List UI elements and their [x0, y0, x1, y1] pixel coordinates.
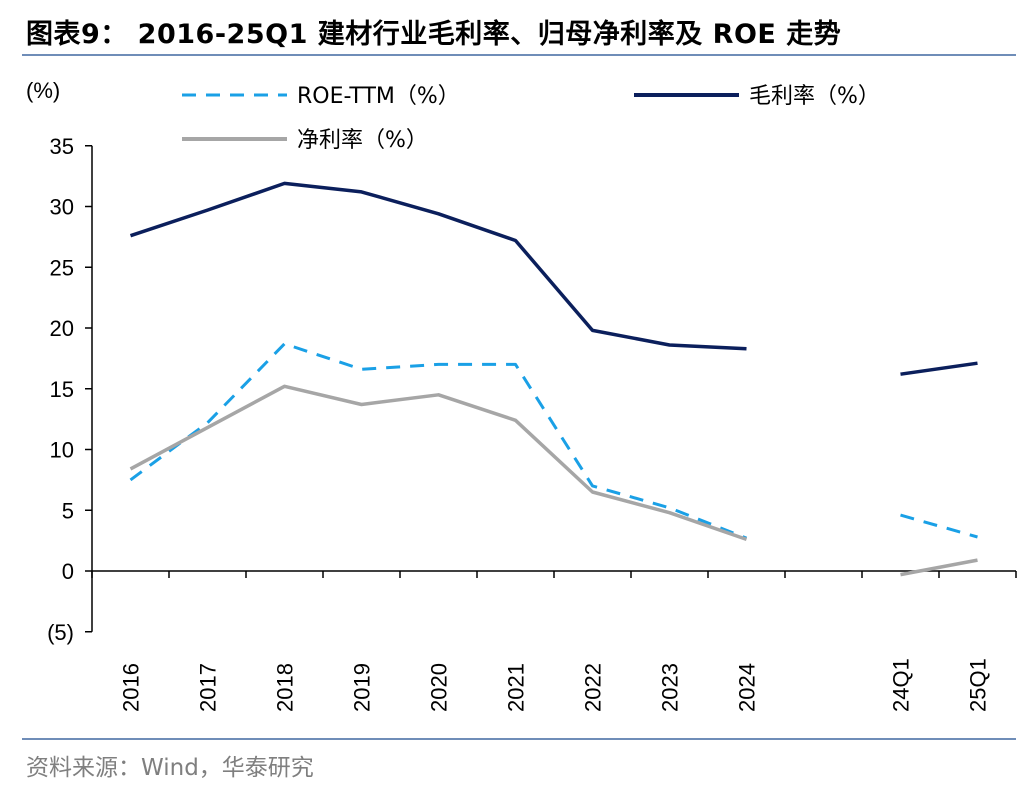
- title-divider: [22, 54, 1016, 56]
- x-tick-label: 2024: [735, 663, 760, 712]
- series-line-2: [900, 558, 978, 577]
- y-tick-label: 0: [62, 559, 74, 584]
- y-tick-label: 20: [50, 316, 74, 341]
- axes: (5) 0 5 10 15 20 25 30 35 (%) 2016 2017 2018 2019 2020…: [26, 78, 1017, 712]
- series-line-2: [129, 384, 748, 542]
- series-layer: [129, 181, 978, 577]
- x-tick-label: 2021: [504, 663, 529, 712]
- source-divider: [22, 738, 1016, 740]
- chart-title: 图表9： 2016-25Q1 建材行业毛利率、归母净利率及 ROE 走势: [26, 19, 842, 50]
- source-note: 资料来源：Wind，华泰研究: [26, 755, 314, 781]
- x-tick-label: 2022: [581, 663, 606, 712]
- series-line-1: [129, 181, 747, 351]
- series-line-1: [900, 361, 978, 376]
- x-tick-label: 2016: [119, 663, 144, 712]
- x-tick-label: 2017: [196, 663, 221, 712]
- legend: ROE-TTM（%） 毛利率（%） 净利率（%）: [182, 84, 880, 153]
- x-tick-label: 2018: [273, 663, 298, 712]
- series-line-0: [129, 342, 748, 540]
- y-tick-label: 25: [50, 255, 74, 280]
- legend-label-0: ROE-TTM（%）: [297, 84, 460, 109]
- y-tick-label: 5: [62, 498, 74, 523]
- x-tick-label: 2023: [658, 663, 683, 712]
- x-tick-label: 2019: [350, 663, 375, 712]
- y-tick-label: (5): [47, 620, 74, 645]
- y-tick-label: 15: [50, 377, 74, 402]
- y-tick-label: 10: [50, 438, 74, 463]
- x-tick-label: 2020: [427, 663, 452, 712]
- legend-label-1: 毛利率（%）: [749, 84, 880, 109]
- x-tick-label: 25Q1: [966, 658, 991, 712]
- x-tick-label: 24Q1: [889, 658, 914, 712]
- y-tick-label: 35: [50, 134, 74, 159]
- y-axis-unit: (%): [26, 78, 60, 103]
- series-line-0: [900, 513, 978, 539]
- legend-label-2: 净利率（%）: [297, 128, 428, 153]
- y-tick-label: 30: [50, 195, 74, 220]
